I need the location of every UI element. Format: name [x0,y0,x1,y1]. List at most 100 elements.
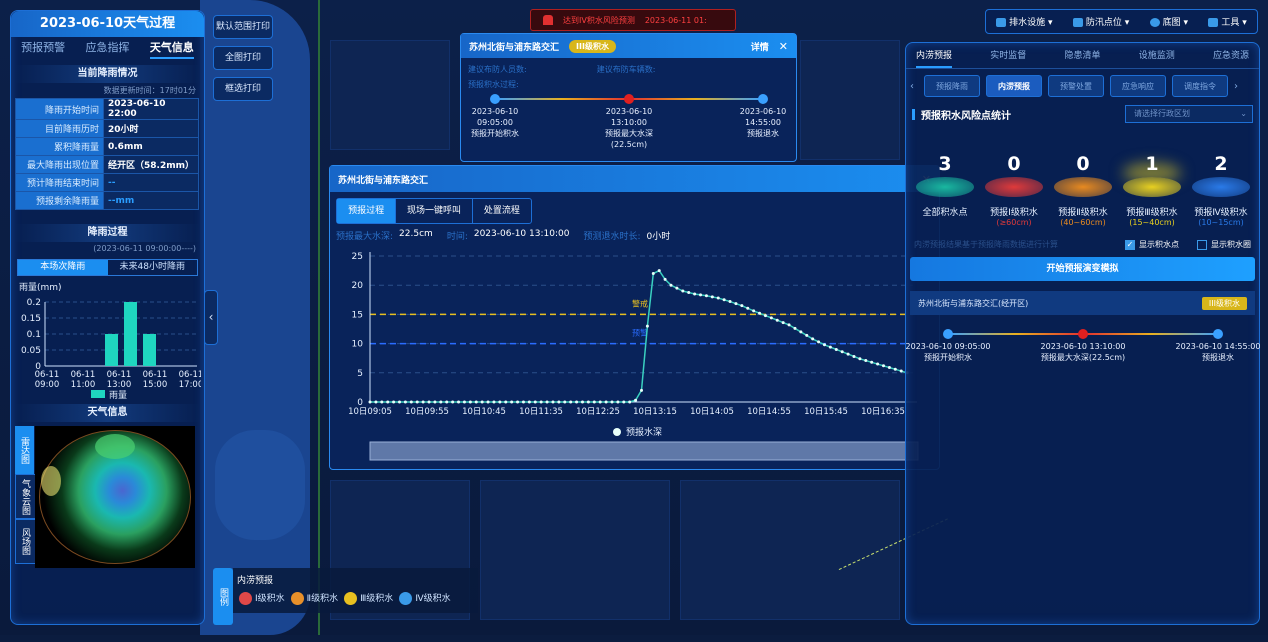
x-tick-label: 15:00 [143,380,168,390]
timeline-dot [624,94,634,104]
y-tick-label: 0.05 [21,346,41,356]
data-point [876,362,880,366]
default-range-print-button[interactable]: 默认范围打印 [213,15,273,39]
tab-forecast-warning[interactable]: 预报预警 [21,41,66,54]
x-tick-label: 10日15:45 [804,407,848,417]
data-point [870,360,874,364]
sub-tab[interactable]: 应急响应 [1110,75,1166,97]
layers-icon [996,18,1007,27]
toolbar-1-button[interactable]: 防汛点位 ▾ [1072,15,1129,28]
toolbar-2-button[interactable]: 底图 ▾ [1149,15,1189,28]
forecast-timeline: 2023-06-10 09:05:00 预报开始积水 2023-06-10 13:10… [461,92,796,152]
data-point [598,400,602,404]
timeline-time: 14:55:00 [745,118,781,127]
stat-disc-icon [1054,177,1112,197]
data-point [586,400,590,404]
right-tab[interactable]: 实时监督 [990,51,1027,61]
duration-label: 预测退水时长: [583,232,641,242]
zoom-slider[interactable] [369,441,919,461]
left-panel: 2023-06-10天气过程 预报预警 应急指挥 天气信息 当前降雨情况 数据更… [10,10,205,625]
tab-emergency-command[interactable]: 应急指挥 [85,41,130,54]
x-tick-label: 10日10:45 [462,407,506,417]
stat-range: (10~15cm) [1198,218,1244,227]
sub-tab[interactable]: 调度指令 [1172,75,1228,97]
time-value: 2023-06-10 13:10:00 [473,229,570,239]
tab-wind[interactable]: 风场图 [15,519,36,564]
full-print-button[interactable]: 全图打印 [213,46,273,70]
right-tab[interactable]: 应急资源 [1212,51,1249,61]
data-point [557,400,561,404]
chevron-left-icon[interactable]: ‹ [910,80,914,92]
sub-tab[interactable]: 预报降雨 [924,75,980,97]
timeline-dot [758,94,768,104]
legend-tab[interactable]: 图例 [213,568,233,625]
select-print-button[interactable]: 框选打印 [213,77,273,101]
globe-icon [1149,18,1160,27]
x-tick-label: 06-11 [179,370,201,380]
right-tab[interactable]: 设施监测 [1138,51,1175,61]
time-label: 时间: [446,232,468,242]
show-circles-checkbox[interactable] [1197,239,1207,250]
detail-link[interactable]: 详情 [750,42,769,53]
tab-this-rain[interactable]: 本场次降雨 [18,260,108,275]
stat-count: 0 [1076,153,1090,175]
data-point [569,400,573,404]
info-value: -- [103,173,199,192]
stat-item[interactable]: 0 预报Ⅱ级积水 (40~60cm) [1050,153,1116,227]
tab-cloud[interactable]: 气象云图 [15,474,36,519]
map-legend: 图例 内涝预报 Ⅰ级积水 Ⅱ级积水 Ⅲ级积水 Ⅳ级积水 [213,568,478,625]
alert-bar[interactable]: 达到IV积水风险预测 2023-06-11 01: [530,9,736,31]
stat-item[interactable]: 3 全部积水点 [912,153,978,218]
y-tick-label: 0.15 [21,314,41,324]
data-point [817,340,821,344]
data-point [864,359,868,363]
popup-title: 苏州北街与浦东路交汇 [469,42,560,53]
stat-item[interactable]: 0 预报Ⅰ级积水 (≥60cm) [981,153,1047,227]
max-depth-value: 22.5cm [399,229,433,239]
info-row: 预计降雨结束时间 -- [15,173,199,192]
collapse-panel-button[interactable]: ‹ [204,290,218,345]
stat-item[interactable]: 1 预报Ⅲ级积水 (15~40cm) [1119,153,1185,227]
close-icon[interactable]: ✕ [778,39,788,53]
stat-item[interactable]: 2 预报Ⅳ级积水 (10~15cm) [1188,153,1254,227]
people-label: 建议布防人员数: [468,65,527,74]
data-point [563,400,567,404]
toolbar-label: 排水设施 [1009,18,1046,28]
tab-radar[interactable]: 雷达图 [15,426,34,474]
legend-marker-icon [344,592,358,605]
timeline-date: 2023-06-10 [739,107,787,116]
sub-tab[interactable]: 内涝预报 [986,75,1042,97]
risk-point-item[interactable]: 苏州北街与浦东路交汇(经开区) III级积水 [910,291,1255,315]
sub-tab[interactable]: 预警处置 [1048,75,1104,97]
start-simulation-button[interactable]: 开始预报演变模拟 [910,257,1255,281]
tab-forecast-process[interactable]: 预报过程 [337,199,396,223]
show-points-checkbox[interactable]: ✓ [1125,239,1135,250]
section-weather-info: 天气信息 [15,404,200,422]
data-point [763,314,767,318]
show-circles-label: 显示积水圈 [1211,240,1251,249]
district-select[interactable]: 请选择行政区划 ⌄ [1125,105,1253,123]
data-point [687,291,691,294]
legend-marker-icon [290,592,304,605]
alert-time: 2023-06-11 01: [644,15,707,25]
tab-handling-flow[interactable]: 处置流程 [471,199,531,223]
right-tab[interactable]: 内涝预报 [916,43,953,68]
right-tab[interactable]: 隐患清单 [1064,51,1101,61]
data-point [852,354,856,358]
toolbar-3-button[interactable]: 工具 ▾ [1208,15,1247,28]
tab-48h-rain[interactable]: 未来48小时降雨 [119,262,185,272]
data-point [811,337,815,341]
timeline-label: 预报最大水深 [605,129,653,138]
tab-one-key-call[interactable]: 现场一键呼叫 [395,199,472,223]
caret-down-icon: ▾ [1183,18,1189,28]
chevron-right-icon[interactable]: › [1234,80,1238,92]
info-value: 0.6mm [103,137,199,156]
section-current-rain: 当前降雨情况 [15,65,200,83]
data-point [468,400,472,404]
x-tick-label: 06-11 [71,370,96,380]
info-value: 经开区（58.2mm） [103,155,199,174]
rain-bar-chart: 雨量(mm)0.20.150.10.05006-1109:0006-1111:0… [19,282,201,400]
toolbar-0-button[interactable]: 排水设施 ▾ [996,15,1053,28]
tab-weather-info[interactable]: 天气信息 [149,37,194,59]
data-point [787,323,791,327]
